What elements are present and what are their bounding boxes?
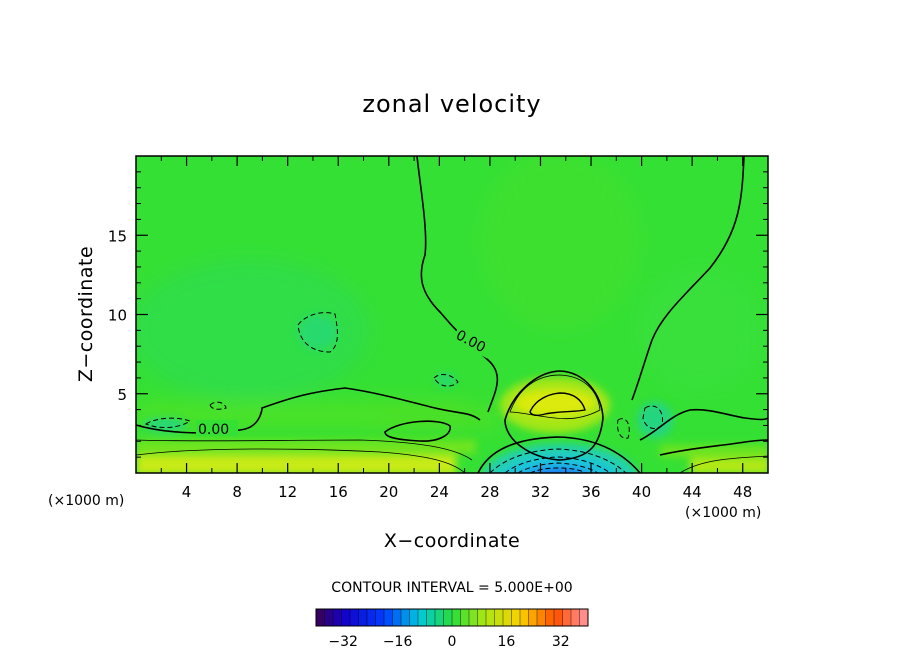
positive-contour-10 — [529, 392, 586, 417]
negative-contour-small — [433, 374, 459, 387]
x-tick-label: 44 — [683, 483, 702, 501]
colorbar-tick-label: 0 — [448, 634, 457, 650]
zero-contour-lobe — [504, 370, 604, 461]
x-axis-label: X−coordinate — [384, 530, 520, 552]
x-unit-left: (×1000 m) — [48, 493, 124, 509]
colorbar — [315, 608, 589, 627]
colorbar-cell — [409, 608, 419, 627]
colorbar-ticks: −32 −16 0 16 32 — [328, 634, 569, 650]
colorbar-tick-label: 16 — [497, 634, 515, 650]
colorbar-tick-label: −16 — [383, 634, 413, 650]
negative-contour-left — [144, 417, 192, 429]
zero-contour-upper-right — [631, 156, 745, 401]
colorbar-cell — [417, 608, 428, 627]
zero-contour-label-lower: 0.00 — [198, 422, 229, 438]
negative-contour-upper — [297, 312, 338, 353]
colorbar-cell — [451, 608, 462, 627]
colorbar-cell — [553, 608, 564, 627]
negative-contour-left-b — [209, 401, 227, 410]
x-tick-label: 12 — [278, 483, 297, 501]
colorbar-cell — [570, 608, 581, 627]
colorbar-cell — [443, 608, 453, 627]
x-axis: 4 8 12 16 20 24 28 32 36 40 44 48 — [160, 156, 752, 501]
colorbar-cell — [400, 608, 411, 627]
x-tick-label: 16 — [329, 483, 348, 501]
y-axis-label: Z−coordinate — [75, 246, 97, 382]
negative-contour-jet-1 — [489, 448, 627, 473]
colorbar-cell — [358, 608, 368, 627]
colorbar-cell — [375, 608, 385, 627]
colorbar-cell — [434, 608, 445, 627]
x-tick-label: 20 — [379, 483, 398, 501]
y-tick-label: 15 — [108, 227, 127, 245]
x-tick-label: 48 — [733, 483, 752, 501]
colorbar-cell — [332, 608, 343, 627]
negative-contour-right-b — [617, 418, 630, 439]
colorbar-cell — [392, 608, 402, 627]
colorbar-cell — [502, 608, 513, 627]
colorbar-cell — [562, 608, 572, 627]
colorbar-cell — [315, 608, 326, 627]
x-tick-label: 28 — [480, 483, 499, 501]
colorbar-cell — [536, 608, 547, 627]
positive-contour-surface-3 — [679, 455, 768, 473]
colorbar-cell — [324, 608, 334, 627]
colorbar-tick-label: 32 — [552, 634, 570, 650]
x-tick-label: 8 — [232, 483, 242, 501]
positive-contour-5 — [509, 374, 601, 420]
colorbar-cell — [545, 608, 555, 627]
colorbar-cell — [511, 608, 521, 627]
negative-contour-jet-2 — [504, 456, 611, 473]
colorbar-cell — [485, 608, 496, 627]
colorbar-cell — [477, 608, 487, 627]
x-tick-label: 36 — [581, 483, 600, 501]
colorbar-cell — [341, 608, 351, 627]
negative-contour-jet-3 — [517, 462, 599, 473]
x-tick-label: 24 — [430, 483, 449, 501]
colorbar-cell — [366, 608, 377, 627]
colorbar-frame — [315, 608, 589, 627]
x-tick-label: 40 — [632, 483, 651, 501]
chart-title: zonal velocity — [362, 90, 541, 118]
y-tick-label: 5 — [117, 386, 127, 404]
colorbar-cell — [579, 608, 589, 627]
colorbar-cell — [468, 608, 479, 627]
zero-contour-surface-jet — [477, 436, 641, 473]
velocity-field — [136, 156, 768, 473]
colorbar-cell — [426, 608, 436, 627]
negative-contour-right — [642, 405, 664, 429]
y-tick-label: 10 — [108, 307, 127, 325]
contour-interval-text: CONTOUR INTERVAL = 5.000E+00 — [331, 580, 572, 596]
colorbar-cell — [528, 608, 538, 627]
colorbar-cell — [494, 608, 504, 627]
positive-contour-surface-1 — [136, 448, 466, 473]
zero-contour-right-low — [659, 439, 768, 456]
y-axis: 5 10 15 — [108, 171, 768, 458]
zero-contour-right — [639, 408, 768, 441]
x-tick-label: 4 — [182, 483, 192, 501]
colorbar-cell — [519, 608, 530, 627]
colorbar-tick-label: −32 — [328, 634, 358, 650]
zero-contour-upper-left — [416, 156, 499, 413]
positive-contour-surface-2 — [136, 439, 473, 461]
colorbar-cell — [383, 608, 394, 627]
colorbar-cell — [460, 608, 470, 627]
x-tick-label: 32 — [531, 483, 550, 501]
colorbar-cell — [349, 608, 360, 627]
negative-contour-jet-4 — [529, 467, 587, 473]
zero-contour-inner-loop — [384, 420, 451, 442]
x-unit-right: (×1000 m) — [685, 505, 761, 521]
